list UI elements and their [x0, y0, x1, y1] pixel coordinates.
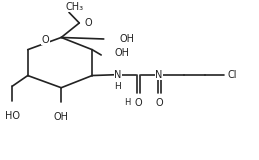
- Text: H: H: [114, 82, 121, 91]
- Text: OH: OH: [114, 48, 129, 58]
- Text: OH: OH: [54, 112, 69, 122]
- Text: O: O: [84, 18, 92, 28]
- Text: N: N: [155, 70, 163, 80]
- Text: O: O: [135, 98, 142, 108]
- Text: O: O: [42, 35, 49, 45]
- Text: Cl: Cl: [227, 70, 237, 80]
- Text: H: H: [124, 98, 130, 107]
- Text: N: N: [114, 70, 121, 80]
- Text: CH₃: CH₃: [65, 2, 83, 12]
- Text: OH: OH: [119, 34, 134, 44]
- Text: HO: HO: [5, 111, 20, 121]
- Text: O: O: [155, 98, 163, 108]
